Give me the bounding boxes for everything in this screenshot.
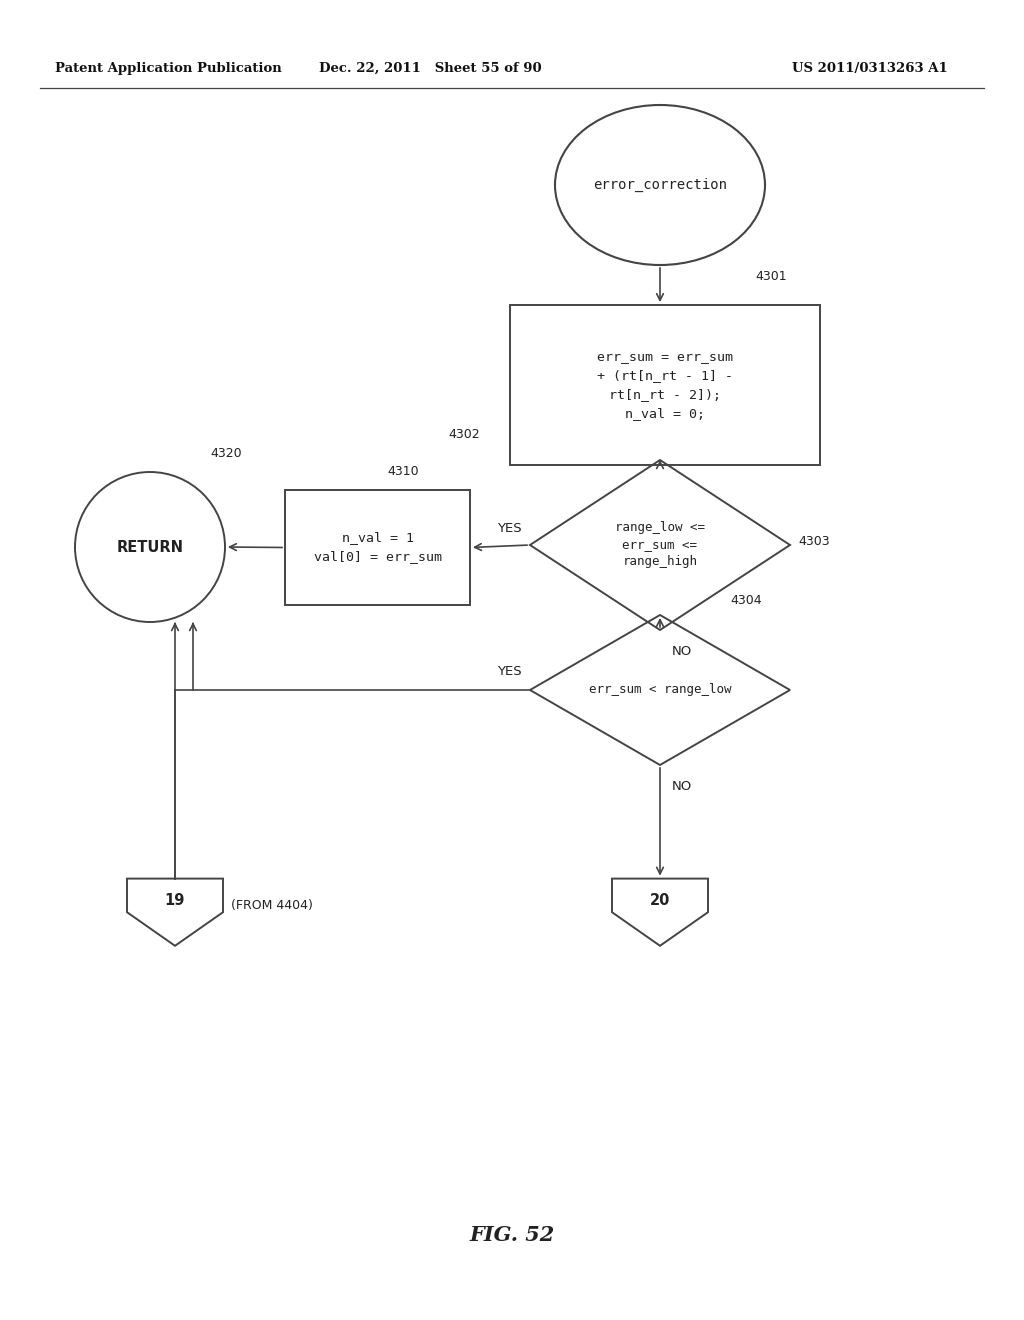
Text: err_sum = err_sum
+ (rt[n_rt - 1] -
rt[n_rt - 2]);
n_val = 0;: err_sum = err_sum + (rt[n_rt - 1] - rt[n… [597, 350, 733, 420]
Text: error_correction: error_correction [593, 178, 727, 193]
Text: FIG. 52: FIG. 52 [469, 1225, 555, 1245]
Text: Patent Application Publication: Patent Application Publication [55, 62, 282, 75]
Text: 4304: 4304 [730, 594, 762, 607]
Text: 4302: 4302 [449, 429, 480, 441]
Text: US 2011/0313263 A1: US 2011/0313263 A1 [793, 62, 948, 75]
Text: err_sum < range_low: err_sum < range_low [589, 684, 731, 697]
Text: n_val = 1
val[0] = err_sum: n_val = 1 val[0] = err_sum [313, 532, 441, 564]
Text: 4301: 4301 [755, 271, 786, 282]
Text: RETURN: RETURN [117, 540, 183, 554]
Text: 19: 19 [165, 892, 185, 908]
Text: 4303: 4303 [798, 535, 829, 548]
Text: 20: 20 [650, 892, 670, 908]
Text: NO: NO [672, 645, 692, 657]
Text: 4310: 4310 [387, 465, 419, 478]
Text: 4320: 4320 [210, 447, 242, 459]
Text: YES: YES [498, 665, 522, 678]
Text: range_low <=
err_sum <=
range_high: range_low <= err_sum <= range_high [615, 521, 705, 569]
Text: NO: NO [672, 780, 692, 793]
Text: (FROM 4404): (FROM 4404) [231, 899, 313, 912]
Text: YES: YES [498, 521, 522, 535]
Text: Dec. 22, 2011   Sheet 55 of 90: Dec. 22, 2011 Sheet 55 of 90 [318, 62, 542, 75]
